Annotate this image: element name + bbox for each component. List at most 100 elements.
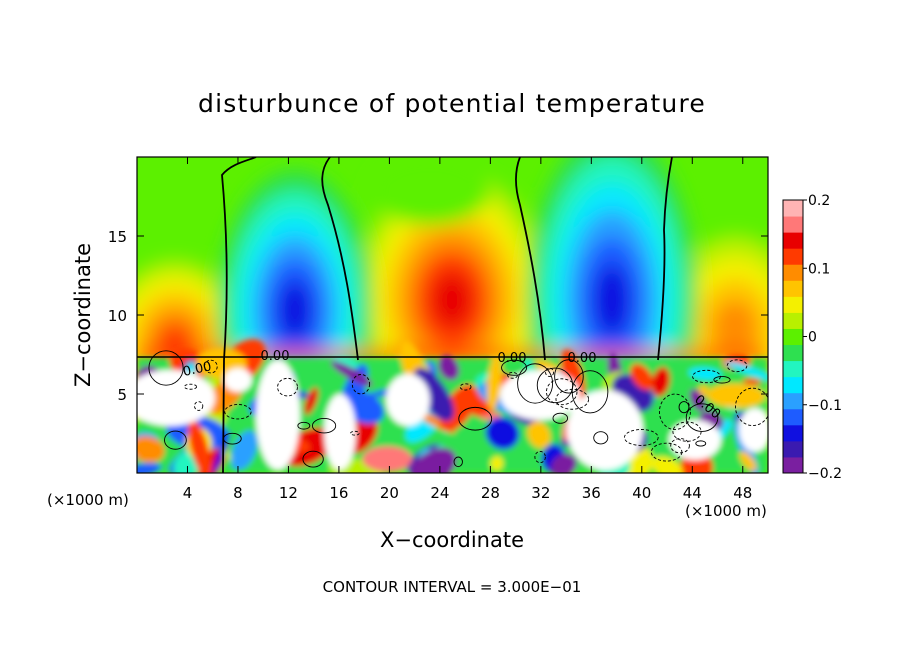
lower-contour-36 xyxy=(695,440,707,447)
white-region-1 xyxy=(256,360,300,470)
lower-contour-22 xyxy=(545,367,555,377)
lower-contour-2 xyxy=(552,412,569,424)
lower-contour-29 xyxy=(148,350,184,386)
contour-lines xyxy=(137,157,768,473)
lower-contour-15 xyxy=(678,401,690,414)
colorbar-swatch-2 xyxy=(783,424,803,442)
zero-contour-2 xyxy=(514,157,546,361)
lower-contour-35 xyxy=(194,401,204,411)
turbulence-patch-20 xyxy=(438,355,460,381)
turbulence-patch-96 xyxy=(362,446,413,472)
colorbar-swatch-14 xyxy=(783,232,803,249)
plot-area: 0.000.00 0.00 0.000.00 xyxy=(137,157,768,473)
turbulence-patch-82 xyxy=(739,451,757,472)
turbulence-patch-36 xyxy=(651,367,671,397)
colorbar-swatch-15 xyxy=(783,216,803,233)
chart-title: disturbunce of potential temperature xyxy=(198,89,706,118)
white-region-0 xyxy=(137,370,215,426)
colorbar-tick-label-2: 0 xyxy=(808,330,817,346)
lower-contour-34 xyxy=(458,406,493,431)
turbulence-patch-107 xyxy=(485,416,520,450)
contour-labels: 0.000.00 0.00 0.000.00 xyxy=(182,349,724,422)
lower-contour-1 xyxy=(164,430,187,450)
x-tick-label-7: 32 xyxy=(531,484,550,502)
colorbar-tick-label-3: −0.1 xyxy=(808,398,842,414)
turbulence-patch-69 xyxy=(137,436,165,463)
lower-contour-33 xyxy=(593,431,609,445)
lower-contour-4 xyxy=(302,450,324,468)
turbulence-patch-115 xyxy=(188,419,211,473)
colorbar-swatch-0 xyxy=(783,456,803,474)
turbulence-patch-94 xyxy=(527,421,551,449)
turbulence-patch-72 xyxy=(231,430,258,471)
lower-contour-20 xyxy=(650,442,683,462)
lower-contour-19 xyxy=(658,393,691,431)
turbulence-patch-99 xyxy=(630,363,654,391)
turbulence-patch-57 xyxy=(490,456,504,471)
colorbar-swatch-13 xyxy=(783,248,803,265)
colorbar-swatch-6 xyxy=(783,360,803,378)
lower-contour-17 xyxy=(277,377,298,397)
x-tick-label-9: 40 xyxy=(632,484,651,502)
cool-lobe-2-layer-5 xyxy=(593,263,631,337)
turbulence-patch-44 xyxy=(304,387,319,415)
contour-label-1: 0.00 xyxy=(261,349,290,364)
lower-contour-32 xyxy=(623,429,659,446)
colorbar-tick-label-4: −0.2 xyxy=(808,466,842,482)
colorbar-swatch-10 xyxy=(783,296,803,313)
y-tick-label-0: 5 xyxy=(117,386,127,404)
turbulence-patch-80 xyxy=(707,383,765,409)
lower-contour-0 xyxy=(311,418,337,434)
turbulence-patch-39 xyxy=(688,367,722,380)
lower-contour-10 xyxy=(726,359,748,373)
turbulence-patch-118 xyxy=(742,378,762,385)
x-tick-label-8: 36 xyxy=(582,484,601,502)
x-tick-label-5: 24 xyxy=(430,484,449,502)
x-axis: 4 8 12 16 20 24 28 32 36 40 44 48 xyxy=(183,157,752,502)
lower-contour-14 xyxy=(554,359,584,394)
lower-contour-9 xyxy=(351,374,371,395)
colorbar-swatch-1 xyxy=(783,440,803,458)
lower-contour-26 xyxy=(536,367,574,404)
warm-lobe-3-layer-3 xyxy=(713,300,757,360)
contour-label-3: 0.00 xyxy=(568,351,597,366)
x-tick-label-6: 28 xyxy=(481,484,500,502)
turbulence-patch-90 xyxy=(330,361,373,387)
y-axis: 5 10 15 xyxy=(108,228,768,404)
colorbar-swatch-11 xyxy=(783,280,803,297)
turbulence-patch-114 xyxy=(486,354,503,411)
contour-label-0: 0.00 xyxy=(182,359,213,380)
x-tick-label-10: 44 xyxy=(683,484,702,502)
interface-band xyxy=(137,350,768,360)
white-region-5 xyxy=(567,390,643,470)
white-region-3 xyxy=(386,374,430,426)
colorbar-swatch-12 xyxy=(783,264,803,281)
contour-label-2: 0.00 xyxy=(498,351,527,366)
x-unit-right: (×1000 m) xyxy=(685,502,767,520)
lower-contour-5 xyxy=(571,370,609,414)
turbulence-patch-106 xyxy=(724,361,768,382)
lower-contour-28 xyxy=(735,387,768,427)
zero-contour-1 xyxy=(321,157,359,361)
lower-contour-27 xyxy=(685,403,719,432)
x-unit-left: (×1000 m) xyxy=(47,491,129,509)
y-tick-label-1: 10 xyxy=(108,307,127,325)
lower-contour-39 xyxy=(545,378,578,406)
lower-contour-23 xyxy=(517,363,554,404)
lower-contour-11 xyxy=(224,404,252,420)
colorbar-swatch-8 xyxy=(783,328,803,346)
x-tick-label-2: 12 xyxy=(279,484,298,502)
zero-contour-3 xyxy=(657,157,673,361)
white-region-7 xyxy=(739,408,768,452)
colorbar-swatch-5 xyxy=(783,376,803,394)
lower-contour-3 xyxy=(297,421,311,430)
lower-contour-38 xyxy=(713,376,731,384)
cool-lobe-1-layer-5 xyxy=(278,280,312,340)
lower-contour-18 xyxy=(223,432,242,445)
x-tick-label-1: 8 xyxy=(233,484,243,502)
lower-contour-13 xyxy=(501,359,528,376)
x-tick-label-3: 16 xyxy=(329,484,348,502)
lower-contour-31 xyxy=(555,388,590,410)
